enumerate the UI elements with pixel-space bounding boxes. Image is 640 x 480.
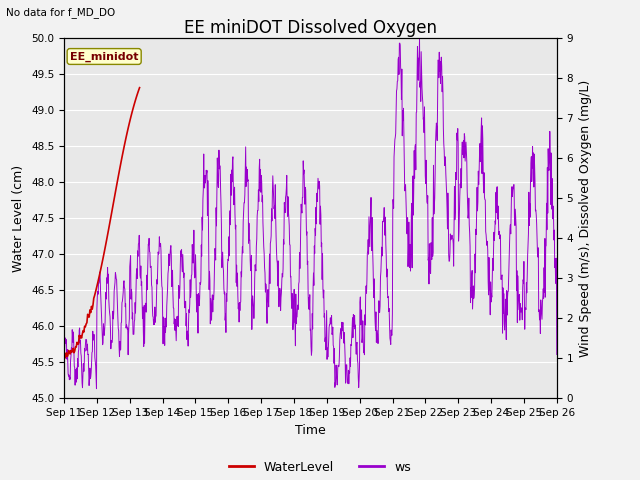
Legend: WaterLevel, ws: WaterLevel, ws (224, 456, 416, 479)
X-axis label: Time: Time (295, 424, 326, 437)
Y-axis label: Water Level (cm): Water Level (cm) (12, 165, 26, 272)
Text: No data for f_MD_DO: No data for f_MD_DO (6, 7, 116, 18)
Text: EE_minidot: EE_minidot (70, 51, 138, 61)
Title: EE miniDOT Dissolved Oxygen: EE miniDOT Dissolved Oxygen (184, 19, 437, 37)
Y-axis label: Wind Speed (m/s), Dissolved Oxygen (mg/L): Wind Speed (m/s), Dissolved Oxygen (mg/L… (579, 80, 592, 357)
